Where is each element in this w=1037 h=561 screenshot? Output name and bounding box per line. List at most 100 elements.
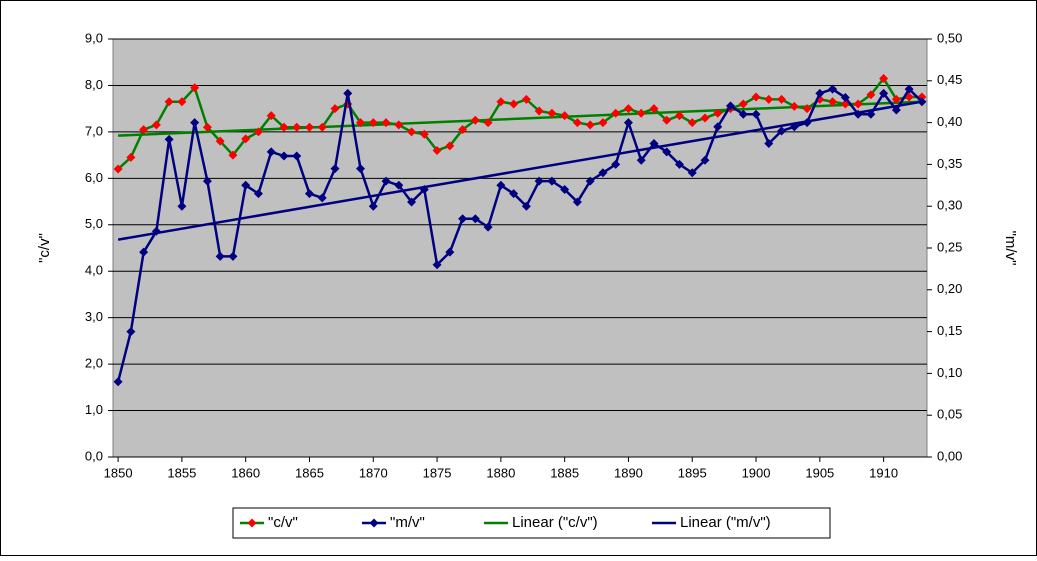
- data-point: [751, 109, 761, 119]
- y2-tick-label: 0,30: [937, 198, 962, 213]
- data-point: [674, 159, 684, 169]
- y-tick-label: 5,0: [85, 216, 103, 231]
- data-point: [483, 118, 493, 128]
- data-point: [432, 145, 442, 155]
- data-point: [700, 155, 710, 165]
- data-point: [458, 125, 468, 135]
- data-point: [700, 113, 710, 123]
- data-point: [356, 164, 366, 174]
- data-point: [879, 73, 889, 83]
- data-point: [381, 118, 391, 128]
- y2-tick-label: 0,05: [937, 407, 962, 422]
- x-tick-label: 1860: [231, 465, 260, 480]
- data-point: [636, 155, 646, 165]
- y-tick-label: 3,0: [85, 309, 103, 324]
- y2-tick-label: 0,25: [937, 239, 962, 254]
- data-point: [356, 118, 366, 128]
- series-line: [116, 87, 923, 383]
- data-point: [304, 122, 314, 132]
- data-point: [330, 104, 340, 114]
- legend-label: Linear ("c/v"): [512, 514, 598, 531]
- data-point: [547, 108, 557, 118]
- data-point: [726, 101, 736, 111]
- x-tick-label: 1910: [869, 465, 898, 480]
- y2-tick-label: 0,45: [937, 72, 962, 87]
- data-point: [177, 97, 187, 107]
- data-point: [891, 105, 901, 115]
- data-point: [139, 247, 149, 257]
- data-point: [190, 83, 200, 93]
- x-tick-label: 1880: [486, 465, 515, 480]
- data-point: [713, 108, 723, 118]
- data-point: [164, 134, 174, 144]
- x-tick-label: 1875: [423, 465, 452, 480]
- y2-tick-label: 0,35: [937, 156, 962, 171]
- y-tick-label: 6,0: [85, 170, 103, 185]
- data-point: [738, 99, 748, 109]
- data-point: [496, 180, 506, 190]
- data-point: [113, 164, 123, 174]
- data-point: [649, 104, 659, 114]
- data-point: [292, 122, 302, 132]
- data-point: [521, 201, 531, 211]
- data-point: [368, 118, 378, 128]
- data-point: [164, 97, 174, 107]
- y-tick-label: 0,0: [85, 448, 103, 463]
- data-point: [126, 152, 136, 162]
- data-point: [738, 109, 748, 119]
- y2-tick-label: 0,15: [937, 323, 962, 338]
- y-tick-label: 4,0: [85, 263, 103, 278]
- data-point: [879, 88, 889, 98]
- data-point: [866, 90, 876, 100]
- data-point: [534, 176, 544, 186]
- data-point: [253, 127, 263, 137]
- data-point: [126, 327, 136, 337]
- data-point: [560, 184, 570, 194]
- data-point: [585, 176, 595, 186]
- data-point: [764, 94, 774, 104]
- data-point: [917, 97, 927, 107]
- data-point: [177, 201, 187, 211]
- trend-line: [118, 100, 922, 137]
- y-tick-label: 8,0: [85, 77, 103, 92]
- trend-line: [117, 100, 923, 241]
- data-point: [445, 247, 455, 257]
- data-point: [432, 260, 442, 270]
- y2-tick-label: 0,10: [937, 365, 962, 380]
- data-point: [853, 99, 863, 109]
- data-point: [151, 226, 161, 236]
- y2-tick-label: 0,40: [937, 114, 962, 129]
- x-tick-label: 1890: [614, 465, 643, 480]
- data-point: [611, 108, 621, 118]
- data-point: [304, 189, 314, 199]
- data-point: [623, 118, 633, 128]
- x-tick-label: 1855: [167, 465, 196, 480]
- data-point: [215, 251, 225, 261]
- legend: [232, 507, 831, 539]
- x-tick-label: 1900: [742, 465, 771, 480]
- data-point: [534, 106, 544, 116]
- series-line: [117, 76, 922, 170]
- data-point: [623, 104, 633, 114]
- data-point: [317, 193, 327, 203]
- x-tick-label: 1895: [678, 465, 707, 480]
- x-tick-label: 1865: [295, 465, 324, 480]
- data-point: [228, 251, 238, 261]
- data-point: [636, 108, 646, 118]
- data-point: [572, 197, 582, 207]
- x-tick-label: 1870: [359, 465, 388, 480]
- legend-marker: [369, 518, 379, 528]
- data-point: [547, 176, 557, 186]
- data-point: [764, 139, 774, 148]
- data-point: [279, 151, 289, 161]
- data-point: [904, 84, 914, 94]
- data-point: [840, 93, 850, 103]
- data-point: [470, 214, 480, 224]
- data-point: [279, 122, 289, 132]
- data-point: [266, 147, 276, 157]
- legend-label: "m/v": [390, 514, 425, 531]
- data-point: [139, 125, 149, 135]
- data-point: [228, 150, 238, 160]
- data-point: [687, 118, 697, 128]
- x-tick-label: 1885: [550, 465, 579, 480]
